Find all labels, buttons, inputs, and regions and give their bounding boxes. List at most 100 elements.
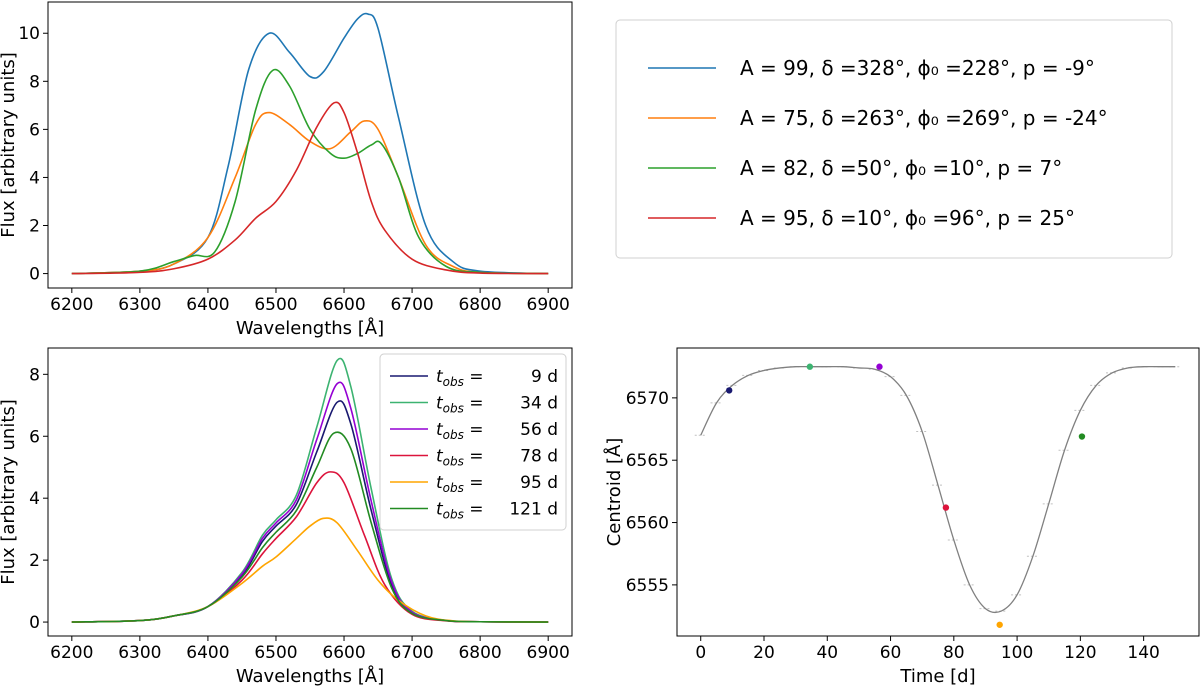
ylabel-top-left: Flux [arbitrary units] — [0, 52, 19, 238]
plot-area-bottom-left — [71, 357, 549, 623]
ytick-label: 6560 — [626, 514, 669, 534]
xtick-label: 6400 — [186, 643, 229, 663]
centroid-point-3 — [876, 363, 883, 370]
xtick-label: 6500 — [254, 643, 297, 663]
time-legend-var: t — [436, 447, 444, 467]
ticks-top-left: 6200 6300 6400 6500 6600 6700 6800 6900 0 2 4 6 8 10 — [18, 24, 569, 315]
time-legend-eq: = — [464, 447, 484, 467]
xtick-label: 6500 — [254, 295, 297, 315]
time-legend-value-4: 78 d — [520, 447, 558, 467]
ytick-label: 10 — [18, 24, 40, 44]
time-legend-label-5: tobs = — [436, 473, 484, 495]
time-legend-sub: obs — [443, 455, 464, 469]
xtick-label: 120 — [1064, 643, 1096, 663]
ylabel-bottom-left: Flux [arbitrary units] — [0, 399, 19, 585]
series-line-1 — [71, 12, 549, 275]
series-line-2 — [71, 111, 549, 275]
axes-frame-bottom-right — [676, 347, 1200, 637]
xtick-label: 60 — [880, 643, 902, 663]
xtick-label: 20 — [753, 643, 775, 663]
centroid-model-curve — [700, 365, 1176, 614]
time-legend-value-2: 34 d — [520, 394, 558, 414]
time-legend-value-6: 121 d — [509, 500, 558, 520]
ytick-label: 6 — [29, 120, 40, 140]
time-legend-sub: obs — [443, 402, 464, 416]
series-line-4 — [71, 101, 549, 275]
time-legend-value-3: 56 d — [520, 420, 558, 440]
time-legend-eq: = — [464, 420, 484, 440]
legend-time-frame — [379, 353, 567, 531]
legend-label-1: A = 99, δ =328°, ϕ₀ =228°, p = -9° — [740, 56, 1095, 80]
ytick-label: 0 — [29, 265, 40, 285]
time-legend-var: t — [436, 367, 444, 387]
axes-frame-top-left — [47, 1, 573, 289]
xtick-label: 6600 — [322, 643, 365, 663]
plot-area-top-left — [71, 12, 549, 275]
ticks-bottom-left: 6200 6300 6400 6500 6600 6700 6800 6900 0 2 4 6 8 — [29, 365, 570, 663]
xtick-label: 6200 — [50, 295, 93, 315]
xtick-label: 80 — [943, 643, 965, 663]
legend-main-frame — [615, 19, 1173, 259]
ytick-label: 6555 — [626, 576, 669, 596]
xtick-label: 0 — [695, 643, 706, 663]
time-legend-value-1: 9 d — [531, 367, 558, 387]
xlabel-bottom-right: Time [d] — [899, 666, 975, 687]
legend-label-2: A = 75, δ =263°, ϕ₀ =269°, p = -24° — [740, 106, 1108, 130]
centroid-point-6 — [1078, 433, 1086, 440]
ytick-label: 4 — [29, 489, 40, 509]
panel-bottom-right: 0 20 40 60 80 100 120 140 6555 6560 6565 6570 Time … — [603, 347, 1200, 687]
ytick-label: 6565 — [626, 451, 669, 471]
ytick-label: 2 — [29, 551, 40, 571]
xtick-label: 140 — [1127, 643, 1159, 663]
time-legend-sub: obs — [443, 481, 464, 495]
time-legend-sub: obs — [443, 375, 464, 389]
centroid-point-2 — [806, 363, 814, 370]
series-line-3 — [71, 68, 549, 275]
centroid-point-5 — [996, 621, 1003, 628]
centroid-point-1 — [726, 387, 733, 394]
time-legend-eq: = — [464, 394, 484, 414]
time-legend-eq: = — [464, 500, 484, 520]
time-legend-var: t — [436, 420, 444, 440]
xtick-label: 6900 — [527, 643, 570, 663]
xtick-label: 6600 — [322, 295, 365, 315]
time-legend-label-4: tobs = — [436, 447, 484, 469]
xtick-label: 40 — [816, 643, 838, 663]
ytick-label: 6 — [29, 427, 40, 447]
ytick-label: 0 — [29, 613, 40, 633]
legend-label-4: A = 95, δ =10°, ϕ₀ =96°, p = 25° — [740, 206, 1075, 230]
legend-main-items: A = 99, δ =328°, ϕ₀ =228°, p = -9° A = 75… — [648, 56, 1108, 230]
panel-bottom-left: 6200 6300 6400 6500 6600 6700 6800 6900 0 2 4 6 8 Wa… — [0, 347, 573, 687]
time-legend-eq: = — [464, 367, 484, 387]
ytick-label: 6570 — [626, 389, 669, 409]
ylabel-bottom-right: Centroid [Å] — [603, 438, 625, 547]
ytick-label: 2 — [29, 217, 40, 237]
xlabel-top-left: Wavelengths [Å] — [236, 317, 384, 339]
xtick-label: 6700 — [390, 643, 433, 663]
ytick-label: 8 — [29, 72, 40, 92]
time-legend-label-2: tobs = — [436, 394, 484, 416]
time-legend-label-3: tobs = — [436, 420, 484, 442]
time-legend-var: t — [436, 500, 444, 520]
xtick-label: 6400 — [186, 295, 229, 315]
time-legend-var: t — [436, 473, 444, 493]
time-legend-var: t — [436, 394, 444, 414]
panel-top-left: 6200 6300 6400 6500 6600 6700 6800 69000246810 … — [0, 1, 573, 339]
ytick-label: 8 — [29, 365, 40, 385]
xtick-label: 6900 — [527, 295, 570, 315]
time-legend-label-1: tobs = — [436, 367, 484, 389]
xtick-label: 6700 — [390, 295, 433, 315]
xtick-label: 6800 — [458, 643, 501, 663]
xtick-label: 6200 — [50, 643, 93, 663]
time-legend-sub: obs — [443, 428, 464, 442]
xlabel-bottom-left: Wavelengths [Å] — [236, 665, 384, 687]
time-series-line-6 — [71, 431, 549, 623]
legend-label-3: A = 82, δ =50°, ϕ₀ =10°, p = 7° — [740, 156, 1062, 180]
ticks-bottom-right: 0 20 40 60 80 100 120 140 6555 6560 6565 6570 — [626, 389, 1160, 663]
time-series-line-5 — [71, 517, 549, 623]
time-legend-value-5: 95 d — [520, 473, 558, 493]
time-legend-eq: = — [464, 473, 484, 493]
xtick-label: 100 — [1001, 643, 1033, 663]
